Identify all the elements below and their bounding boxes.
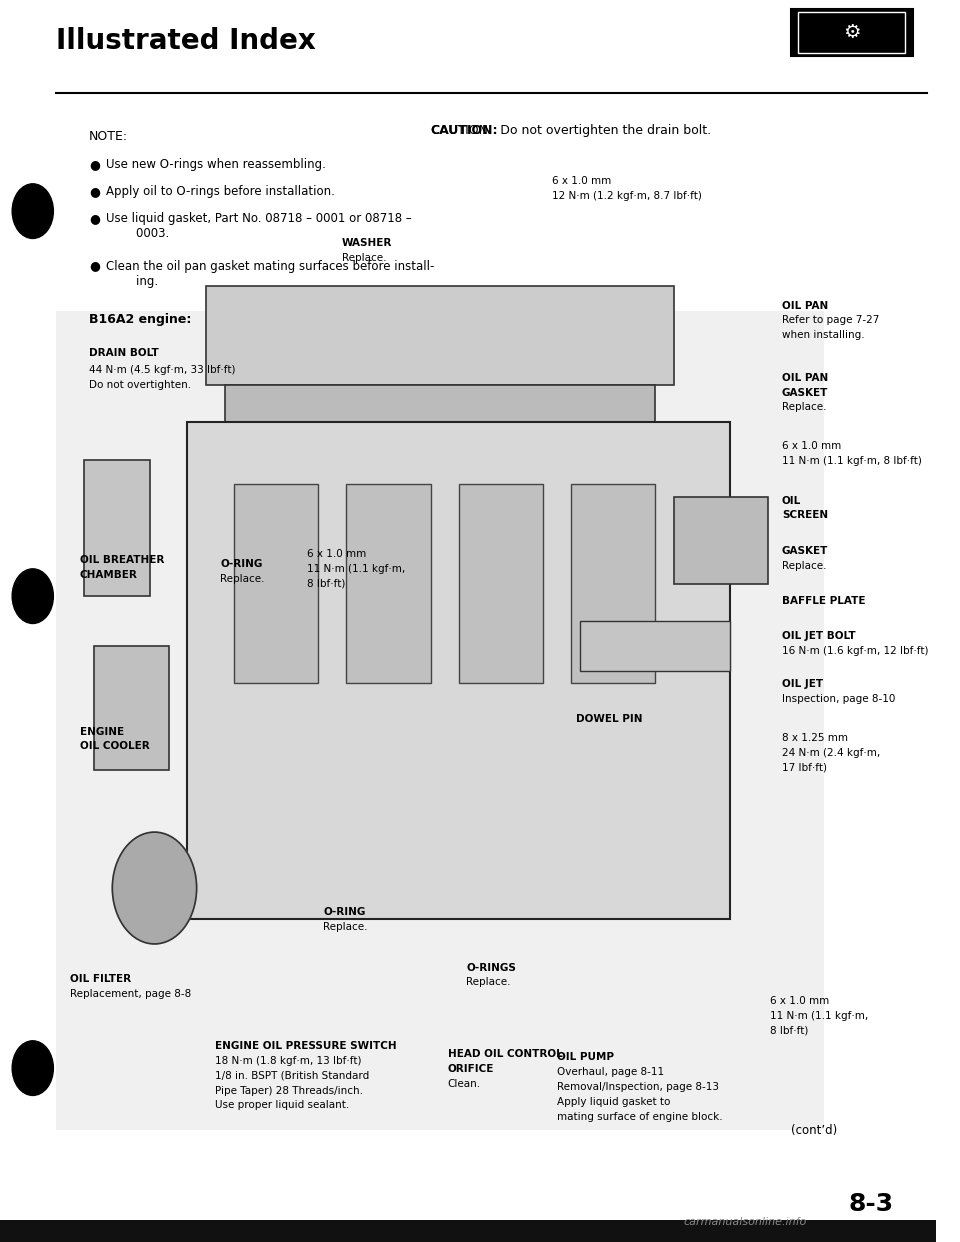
Text: 8-3: 8-3 <box>848 1192 894 1216</box>
Text: CAUTION:: CAUTION: <box>431 124 498 137</box>
Text: 8 x 1.25 mm: 8 x 1.25 mm <box>781 733 848 743</box>
Text: (cont’d): (cont’d) <box>791 1124 837 1136</box>
Text: 8 lbf·ft): 8 lbf·ft) <box>770 1026 808 1036</box>
FancyBboxPatch shape <box>225 385 656 472</box>
Text: GASKET: GASKET <box>781 388 828 397</box>
Text: OIL PUMP: OIL PUMP <box>557 1052 614 1062</box>
FancyBboxPatch shape <box>84 460 150 596</box>
Text: Removal/Inspection, page 8-13: Removal/Inspection, page 8-13 <box>557 1082 719 1092</box>
FancyBboxPatch shape <box>459 484 543 683</box>
Text: ●: ● <box>89 212 100 225</box>
Text: SCREEN: SCREEN <box>781 510 828 520</box>
Text: Replace.: Replace. <box>323 922 368 932</box>
Text: OIL BREATHER: OIL BREATHER <box>80 555 164 565</box>
Text: OIL JET BOLT: OIL JET BOLT <box>781 631 855 641</box>
Text: Refer to page 7-27: Refer to page 7-27 <box>781 315 879 325</box>
Text: 8 lbf·ft): 8 lbf·ft) <box>307 579 346 589</box>
Text: ⚙: ⚙ <box>843 22 861 42</box>
Text: O-RING: O-RING <box>220 559 262 569</box>
FancyBboxPatch shape <box>0 1220 936 1242</box>
Text: mating surface of engine block.: mating surface of engine block. <box>557 1112 723 1122</box>
Text: Replace.: Replace. <box>467 977 511 987</box>
Text: O-RINGS: O-RINGS <box>467 963 516 972</box>
Text: Overhaul, page 8-11: Overhaul, page 8-11 <box>557 1067 664 1077</box>
Text: DOWEL PIN: DOWEL PIN <box>576 714 642 724</box>
FancyBboxPatch shape <box>347 484 431 683</box>
Text: 6 x 1.0 mm: 6 x 1.0 mm <box>307 549 367 559</box>
Text: Pipe Taper) 28 Threads/inch.: Pipe Taper) 28 Threads/inch. <box>215 1086 363 1095</box>
Text: 11 N·m (1.1 kgf·m,: 11 N·m (1.1 kgf·m, <box>307 564 405 574</box>
Text: when installing.: when installing. <box>781 330 864 340</box>
Text: 44 N·m (4.5 kgf·m, 33 lbf·ft): 44 N·m (4.5 kgf·m, 33 lbf·ft) <box>89 365 235 375</box>
Text: Use liquid gasket, Part No. 08718 – 0001 or 08718 –
        0003.: Use liquid gasket, Part No. 08718 – 0001… <box>106 212 412 241</box>
Text: ●: ● <box>89 185 100 197</box>
Text: O-RING: O-RING <box>323 907 366 917</box>
Text: 16 N·m (1.6 kgf·m, 12 lbf·ft): 16 N·m (1.6 kgf·m, 12 lbf·ft) <box>781 646 928 656</box>
Circle shape <box>112 832 197 944</box>
Text: DRAIN BOLT: DRAIN BOLT <box>89 348 158 358</box>
Text: OIL: OIL <box>781 496 801 505</box>
FancyBboxPatch shape <box>206 286 674 385</box>
FancyBboxPatch shape <box>57 310 824 1130</box>
Text: HEAD OIL CONTROL: HEAD OIL CONTROL <box>447 1049 563 1059</box>
FancyBboxPatch shape <box>581 621 731 671</box>
Text: OIL COOLER: OIL COOLER <box>80 741 150 751</box>
Text: Illustrated Index: Illustrated Index <box>57 27 316 55</box>
FancyBboxPatch shape <box>234 484 319 683</box>
Text: ENGINE OIL PRESSURE SWITCH: ENGINE OIL PRESSURE SWITCH <box>215 1041 397 1051</box>
Text: ENGINE: ENGINE <box>80 727 124 737</box>
Text: 12 N·m (1.2 kgf·m, 8.7 lbf·ft): 12 N·m (1.2 kgf·m, 8.7 lbf·ft) <box>552 191 703 201</box>
Text: OIL JET: OIL JET <box>781 679 823 689</box>
Text: 1/8 in. BSPT (British Standard: 1/8 in. BSPT (British Standard <box>215 1071 370 1081</box>
FancyBboxPatch shape <box>674 497 768 584</box>
Text: CAUTION:  Do not overtighten the drain bolt.: CAUTION: Do not overtighten the drain bo… <box>431 124 710 137</box>
Text: 6 x 1.0 mm: 6 x 1.0 mm <box>770 996 828 1006</box>
Text: ORIFICE: ORIFICE <box>447 1064 493 1074</box>
Text: Replacement, page 8-8: Replacement, page 8-8 <box>70 989 191 999</box>
Text: Apply liquid gasket to: Apply liquid gasket to <box>557 1097 670 1107</box>
Text: Replace.: Replace. <box>220 574 265 584</box>
Text: Replace.: Replace. <box>781 561 827 571</box>
Text: 17 lbf·ft): 17 lbf·ft) <box>781 763 827 773</box>
FancyBboxPatch shape <box>187 422 731 919</box>
Text: 18 N·m (1.8 kgf·m, 13 lbf·ft): 18 N·m (1.8 kgf·m, 13 lbf·ft) <box>215 1056 362 1066</box>
FancyBboxPatch shape <box>571 484 656 683</box>
Text: ●: ● <box>89 158 100 170</box>
FancyBboxPatch shape <box>791 9 913 56</box>
Text: Do not overtighten.: Do not overtighten. <box>89 380 191 390</box>
Text: Replace.: Replace. <box>342 253 386 263</box>
Text: 11 N·m (1.1 kgf·m, 8 lbf·ft): 11 N·m (1.1 kgf·m, 8 lbf·ft) <box>781 456 922 466</box>
Text: Use proper liquid sealant.: Use proper liquid sealant. <box>215 1100 349 1110</box>
FancyBboxPatch shape <box>94 646 169 770</box>
Text: OIL PAN: OIL PAN <box>781 301 828 310</box>
Circle shape <box>12 184 54 238</box>
Text: 24 N·m (2.4 kgf·m,: 24 N·m (2.4 kgf·m, <box>781 748 880 758</box>
Circle shape <box>12 569 54 623</box>
Text: 11 N·m (1.1 kgf·m,: 11 N·m (1.1 kgf·m, <box>770 1011 868 1021</box>
Text: 6 x 1.0 mm: 6 x 1.0 mm <box>781 441 841 451</box>
Text: Inspection, page 8-10: Inspection, page 8-10 <box>781 694 895 704</box>
Circle shape <box>12 1041 54 1095</box>
Text: Replace.: Replace. <box>781 402 827 412</box>
Text: OIL PAN: OIL PAN <box>781 373 828 383</box>
FancyBboxPatch shape <box>798 12 905 53</box>
Text: CHAMBER: CHAMBER <box>80 570 137 580</box>
Text: carmanualsonline.info: carmanualsonline.info <box>684 1217 806 1227</box>
Text: OIL FILTER: OIL FILTER <box>70 974 132 984</box>
Text: ●: ● <box>89 260 100 272</box>
Text: Use new O-rings when reassembling.: Use new O-rings when reassembling. <box>106 158 325 170</box>
Text: B16A2 engine:: B16A2 engine: <box>89 313 191 325</box>
Text: 6 x 1.0 mm: 6 x 1.0 mm <box>552 176 612 186</box>
Text: GASKET: GASKET <box>781 546 828 556</box>
Text: Clean.: Clean. <box>447 1079 481 1089</box>
Text: WASHER: WASHER <box>342 238 392 248</box>
Text: NOTE:: NOTE: <box>89 130 128 143</box>
Text: Clean the oil pan gasket mating surfaces before install-
        ing.: Clean the oil pan gasket mating surfaces… <box>106 260 434 288</box>
Text: Apply oil to O-rings before installation.: Apply oil to O-rings before installation… <box>106 185 335 197</box>
Text: BAFFLE PLATE: BAFFLE PLATE <box>781 596 865 606</box>
